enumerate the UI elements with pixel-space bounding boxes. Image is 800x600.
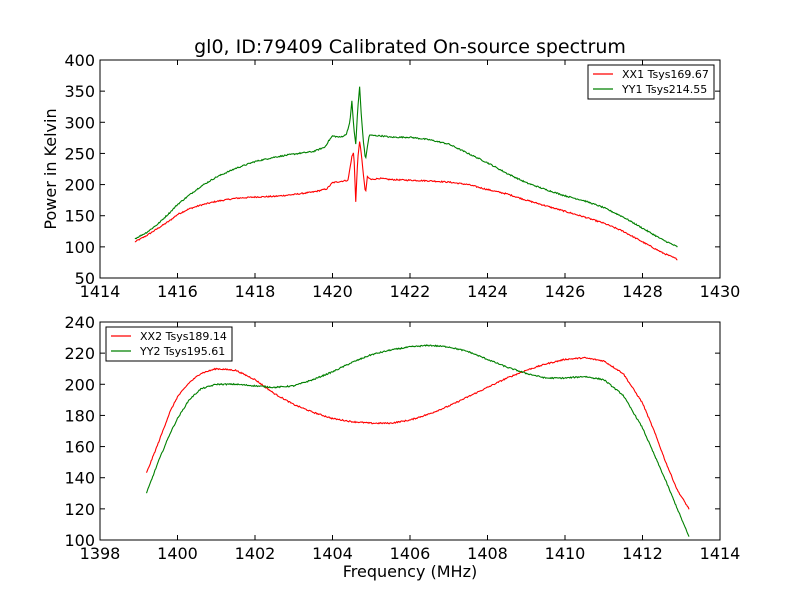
top-x-tick-label: 1424 bbox=[467, 282, 508, 301]
top-legend-label-1: YY1 Tsys214.55 bbox=[621, 83, 707, 96]
bottom-x-tick-label: 1408 bbox=[467, 544, 508, 563]
bottom-y-tick-label: 160 bbox=[64, 438, 95, 457]
top-legend-label-0: XX1 Tsys169.67 bbox=[622, 68, 709, 81]
chart-title: gl0, ID:79409 Calibrated On-source spect… bbox=[194, 36, 626, 58]
bottom-x-tick-label: 1414 bbox=[700, 544, 741, 563]
bottom-x-tick-label: 1404 bbox=[312, 544, 353, 563]
bottom-y-tick-label: 200 bbox=[64, 375, 95, 394]
bottom-panel: 1398 1400 1402 1404 1406 1408 1410 1412 1414 100 1… bbox=[64, 313, 740, 563]
bottom-ticks: 1398 1400 1402 1404 1406 1408 1410 1412 1414 100 1… bbox=[64, 313, 740, 563]
top-legend-box bbox=[587, 64, 715, 100]
top-y-tick-label: 250 bbox=[64, 144, 95, 163]
top-x-tick-label: 1422 bbox=[390, 282, 431, 301]
bottom-y-tick-label: 120 bbox=[64, 500, 95, 519]
top-y-tick-label: 300 bbox=[64, 113, 95, 132]
bottom-y-tick-label: 240 bbox=[64, 313, 95, 332]
bottom-y-tick-label: 140 bbox=[64, 469, 95, 488]
top-panel: 1414 1416 1418 1420 1422 1424 1426 1428 1430 50 10… bbox=[41, 51, 740, 301]
top-ticks: 1414 1416 1418 1420 1422 1424 1426 1428 1430 50 10… bbox=[64, 51, 740, 301]
bottom-y-tick-label: 100 bbox=[64, 531, 95, 550]
top-y-tick-label: 50 bbox=[75, 269, 95, 288]
top-series-yy1-line bbox=[134, 86, 678, 248]
bottom-plot-lines bbox=[145, 344, 690, 537]
top-y-tick-label: 200 bbox=[64, 176, 95, 195]
bottom-x-tick-label: 1398 bbox=[80, 544, 121, 563]
top-legend: XX1 Tsys169.67 YY1 Tsys214.55 bbox=[587, 64, 715, 100]
bottom-x-tick-label: 1400 bbox=[157, 544, 198, 563]
top-y-tick-label: 350 bbox=[64, 82, 95, 101]
bottom-legend-label-0: XX2 Tsys189.14 bbox=[140, 330, 227, 343]
top-x-tick-label: 1426 bbox=[545, 282, 586, 301]
bottom-series-xx2-line bbox=[145, 356, 690, 510]
top-y-tick-label: 400 bbox=[64, 51, 95, 70]
top-x-tick-label: 1416 bbox=[157, 282, 198, 301]
bottom-y-tick-label: 220 bbox=[64, 344, 95, 363]
top-y-tick-label: 100 bbox=[64, 238, 95, 257]
top-x-tick-label: 1414 bbox=[80, 282, 121, 301]
bottom-legend-box bbox=[105, 326, 233, 362]
top-series-xx1-line bbox=[134, 141, 678, 261]
bottom-y-tick-label: 180 bbox=[64, 406, 95, 425]
top-plot-lines bbox=[134, 86, 678, 261]
top-x-tick-label: 1428 bbox=[622, 282, 663, 301]
bottom-x-tick-label: 1402 bbox=[235, 544, 276, 563]
bottom-legend: XX2 Tsys189.14 YY2 Tsys195.61 bbox=[105, 326, 233, 362]
bottom-series-yy2-line bbox=[145, 344, 690, 537]
x-axis-label: Frequency (MHz) bbox=[343, 562, 477, 581]
top-x-tick-label: 1430 bbox=[700, 282, 741, 301]
bottom-legend-label-1: YY2 Tsys195.61 bbox=[139, 345, 225, 358]
top-y-axis-label: Power in Kelvin bbox=[41, 108, 60, 229]
bottom-x-tick-label: 1410 bbox=[545, 544, 586, 563]
top-y-tick-label: 150 bbox=[64, 207, 95, 226]
top-x-tick-label: 1420 bbox=[312, 282, 353, 301]
bottom-x-tick-label: 1412 bbox=[622, 544, 663, 563]
bottom-x-tick-label: 1406 bbox=[390, 544, 431, 563]
top-x-tick-label: 1418 bbox=[235, 282, 276, 301]
